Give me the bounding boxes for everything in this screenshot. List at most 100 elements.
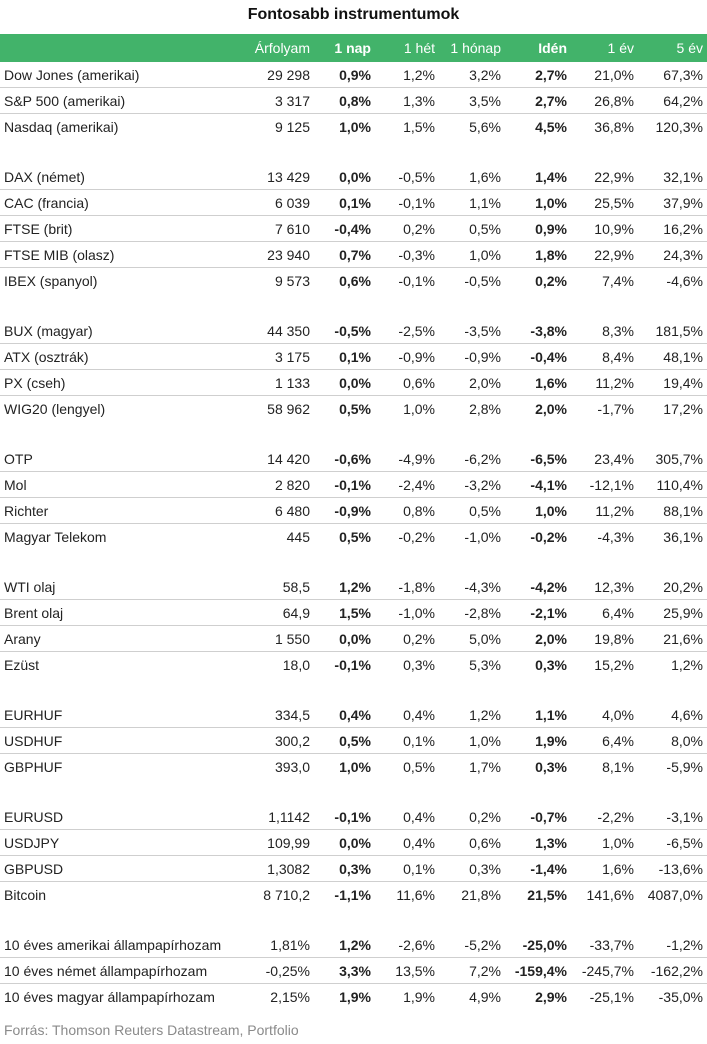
change-1-year-cell: 11,2% [571, 369, 638, 396]
change-1-week-cell: 0,4% [375, 702, 439, 728]
change-1-day-cell: 0,0% [314, 625, 375, 652]
change-5-year-cell: -35,0% [658, 988, 703, 1005]
table-row: Mol 2 820 -0,1% -2,4% -3,2% -4,1% -12,1% 110,4% [0, 471, 707, 498]
change-1-day-cell: 1,0% [339, 758, 371, 775]
change-1-year-cell: 15,2% [594, 656, 634, 673]
instrument-name-cell: S&P 500 (amerikai) [0, 87, 236, 114]
change-1-month-cell: 2,8% [469, 400, 501, 417]
change-1-year-cell: -12,1% [571, 471, 638, 498]
table-row: EURUSD 1,1142 -0,1% 0,4% 0,2% -0,7% -2,2% -3,1% [0, 804, 707, 830]
spacer-cell [0, 139, 707, 164]
change-ytd-cell: -4,2% [505, 574, 571, 600]
price-cell: 14 420 [236, 446, 314, 472]
change-1-year-cell: 12,3% [571, 574, 638, 600]
price-cell: 393,0 [274, 758, 310, 775]
table-row: IBEX (spanyol) 9 573 0,6% -0,1% -0,5% 0,2% 7,4… [0, 268, 707, 294]
change-1-day-cell: 0,5% [339, 400, 371, 417]
price-cell: 3 317 [236, 87, 314, 114]
change-5-year-cell: -3,1% [638, 804, 707, 830]
instrument-name-cell: BUX (magyar) [0, 318, 236, 344]
instrument-name-cell: Richter [0, 497, 236, 524]
change-1-day-cell: 0,8% [314, 87, 375, 114]
table-row: Magyar Telekom 445 0,5% -0,2% -1,0% -0,2% -4,3… [0, 524, 707, 550]
table-row: Dow Jones (amerikai) 29 298 0,9% 1,2% 3,2% 2,… [0, 62, 707, 88]
change-1-year-cell: -4,3% [597, 528, 634, 545]
change-1-year-cell: 22,9% [571, 164, 638, 190]
header-1-month: 1 hónap [439, 34, 505, 62]
header-1-day: 1 nap [314, 34, 375, 62]
change-1-month-cell: 1,0% [439, 241, 505, 268]
table-row: USDHUF 300,2 0,5% 0,1% 1,0% 1,9% 6,4% 8,0% [0, 727, 707, 754]
change-5-year-cell: 88,1% [638, 497, 707, 524]
instrument-name-cell: GBPHUF [4, 758, 63, 775]
spacer-cell [0, 293, 707, 318]
change-ytd-cell: 1,9% [505, 727, 571, 754]
price-cell: 1 133 [236, 369, 314, 396]
price-cell: 445 [286, 528, 310, 545]
change-1-month-cell: 0,5% [439, 497, 505, 524]
price-cell: 2 820 [236, 471, 314, 498]
table-row: Arany 1 550 0,0% 0,2% 5,0% 2,0% 19,8% 21,6% [0, 625, 707, 652]
change-1-year-cell: 1,0% [571, 829, 638, 856]
group-spacer [0, 907, 707, 932]
table-row: OTP 14 420 -0,6% -4,9% -6,2% -6,5% 23,4% 305,7% [0, 446, 707, 472]
source-note: Forrás: Thomson Reuters Datastream, Port… [4, 1022, 299, 1038]
change-1-day-cell: 0,1% [314, 343, 375, 370]
change-5-year-cell: 37,9% [638, 189, 707, 216]
change-5-year-cell: -13,6% [638, 855, 707, 882]
change-ytd-cell: 1,8% [505, 241, 571, 268]
table-row: GBPHUF 393,0 1,0% 0,5% 1,7% 0,3% 8,1% -5,9% [0, 754, 707, 780]
change-1-week-cell: 13,5% [375, 957, 439, 984]
spacer-cell [0, 677, 707, 702]
table-row: 10 éves magyar állampapírhozam 2,15% 1,9% 1… [0, 984, 707, 1010]
instrument-name-cell: WIG20 (lengyel) [4, 400, 106, 417]
instrument-name-cell: USDHUF [0, 727, 236, 754]
change-ytd-cell: 1,6% [505, 369, 571, 396]
change-1-day-cell: 0,0% [314, 164, 375, 190]
change-1-year-cell: 22,9% [571, 241, 638, 268]
change-1-month-cell: -3,2% [439, 471, 505, 498]
change-5-year-cell: 25,9% [638, 599, 707, 626]
change-1-day-cell: 0,7% [314, 241, 375, 268]
change-5-year-cell: 32,1% [638, 164, 707, 190]
change-5-year-cell: 305,7% [638, 446, 707, 472]
change-1-year-cell: 19,8% [571, 625, 638, 652]
table-row: 10 éves amerikai állampapírhozam 1,81% 1,2… [0, 932, 707, 958]
change-5-year-cell: -162,2% [638, 957, 707, 984]
header-row: Árfolyam 1 nap 1 hét 1 hónap Idén 1 év 5… [0, 34, 707, 62]
instrument-name-cell: USDJPY [0, 829, 236, 856]
change-1-week-cell: 0,6% [375, 369, 439, 396]
header-instrument [0, 34, 236, 62]
change-1-month-cell: 5,0% [439, 625, 505, 652]
table-row: Ezüst 18,0 -0,1% 0,3% 5,3% 0,3% 15,2% 1,2% [0, 652, 707, 678]
change-ytd-cell: -0,2% [530, 528, 567, 545]
instrument-name-cell: CAC (francia) [0, 189, 236, 216]
change-1-month-cell: 1,1% [439, 189, 505, 216]
change-ytd-cell: 2,7% [505, 87, 571, 114]
change-ytd-cell: 4,5% [535, 118, 567, 135]
change-1-day-cell: 1,0% [339, 118, 371, 135]
price-cell: 6 039 [236, 189, 314, 216]
change-1-day-cell: -0,1% [314, 471, 375, 498]
price-cell: 23 940 [236, 241, 314, 268]
group-spacer [0, 779, 707, 804]
change-1-month-cell: 21,8% [461, 886, 501, 903]
table-row: S&P 500 (amerikai) 3 317 0,8% 1,3% 3,5% 2,7% 2… [0, 87, 707, 114]
price-cell: 64,9 [236, 599, 314, 626]
change-5-year-cell: 64,2% [638, 87, 707, 114]
change-1-week-cell: -0,2% [398, 528, 435, 545]
change-ytd-cell: -3,8% [505, 318, 571, 344]
table-row: FTSE (brit) 7 610 -0,4% 0,2% 0,5% 0,9% 10,9% 16… [0, 215, 707, 242]
change-1-year-cell: -1,7% [597, 400, 634, 417]
change-1-day-cell: 0,3% [314, 855, 375, 882]
table-row: DAX (német) 13 429 0,0% -0,5% 1,6% 1,4% 22,9% 3… [0, 164, 707, 190]
change-1-month-cell: -6,2% [439, 446, 505, 472]
change-1-month-cell: -4,3% [439, 574, 505, 600]
instrument-name-cell: Ezüst [4, 656, 40, 673]
change-1-year-cell: 6,4% [571, 727, 638, 754]
instrument-name-cell: 10 éves magyar állampapírhozam [4, 988, 215, 1005]
header-5-year: 5 év [638, 34, 707, 62]
change-5-year-cell: 67,3% [638, 62, 707, 88]
group-spacer [0, 139, 707, 164]
change-1-month-cell: 2,0% [439, 369, 505, 396]
